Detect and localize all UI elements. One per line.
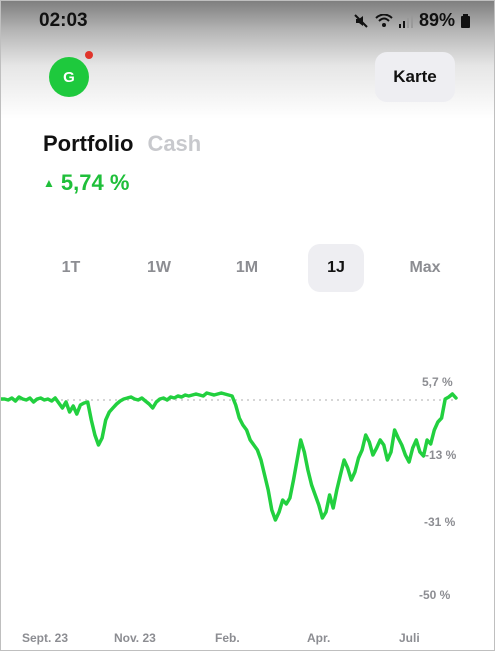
x-tick-label: Sept. 23 <box>22 631 69 645</box>
y-tick-label: -50 % <box>419 588 451 602</box>
x-tick-label: Nov. 23 <box>114 631 156 645</box>
y-tick-label: -13 % <box>425 448 457 462</box>
battery-icon <box>461 13 470 28</box>
y-tick-label: 5,7 % <box>422 375 453 389</box>
battery-percent: 89% <box>418 10 455 30</box>
performance-line <box>1 391 458 522</box>
x-tick-label: Feb. <box>215 631 240 645</box>
range-tab-1t[interactable]: 1T <box>61 259 81 276</box>
up-arrow-icon: ▲ <box>43 176 55 190</box>
signal-icon <box>398 14 413 28</box>
y-tick-label: -31 % <box>424 515 456 529</box>
range-tab-1m[interactable]: 1M <box>235 259 259 276</box>
wifi-icon <box>375 13 393 28</box>
mute-icon <box>353 13 369 29</box>
range-tabs: 1T 1W 1M 1J Max <box>1 244 494 292</box>
x-axis-labels: Sept. 23 Nov. 23 Feb. Apr. Juli <box>1 631 494 647</box>
status-indicators: 89% <box>353 10 470 31</box>
tab-cash[interactable]: Cash <box>147 131 202 156</box>
range-tab-max[interactable]: Max <box>409 259 441 276</box>
x-tick-label: Juli <box>399 631 420 645</box>
avatar: G <box>49 57 89 97</box>
map-button[interactable]: Karte <box>375 52 455 102</box>
range-tab-1j[interactable]: 1J <box>308 244 364 292</box>
performance-indicator: ▲ 5,74 % <box>43 170 129 196</box>
tab-portfolio[interactable]: Portfolio <box>43 131 134 156</box>
performance-chart[interactable]: 5,7 % -13 % -31 % -50 % <box>1 361 495 621</box>
status-time: 02:03 <box>39 10 88 31</box>
x-tick-label: Apr. <box>307 631 331 645</box>
performance-value: 5,74 % <box>60 170 130 195</box>
avatar-button[interactable]: G <box>49 51 93 97</box>
notification-dot <box>85 51 93 59</box>
segment-tabs: Portfolio Cash <box>43 131 201 157</box>
range-tab-1w[interactable]: 1W <box>147 259 171 276</box>
